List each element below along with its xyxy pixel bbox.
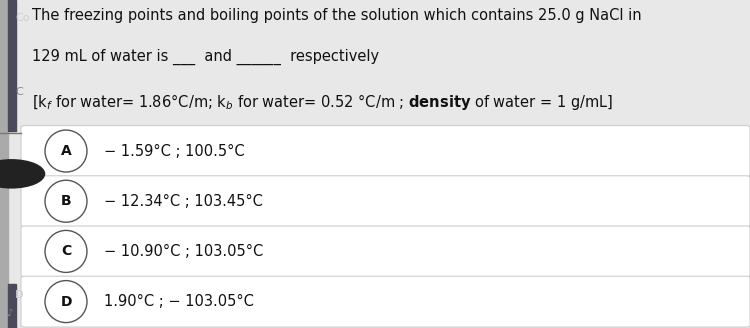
Ellipse shape — [45, 130, 87, 172]
Text: − 10.90°C ; 103.05°C: − 10.90°C ; 103.05°C — [104, 244, 262, 259]
Ellipse shape — [45, 280, 87, 323]
Text: [k$_f$ for water= 1.86°C/m; k$_b$ for water= 0.52 °C/m ; $\mathbf{density}$ of w: [k$_f$ for water= 1.86°C/m; k$_b$ for wa… — [32, 92, 613, 112]
Text: 129 mL of water is ___  and ______  respectively: 129 mL of water is ___ and ______ respec… — [32, 49, 380, 65]
Text: A: A — [61, 144, 71, 158]
Text: C: C — [61, 244, 71, 258]
FancyBboxPatch shape — [21, 176, 750, 227]
Text: B: B — [61, 194, 71, 208]
Text: − 1.59°C ; 100.5°C: − 1.59°C ; 100.5°C — [104, 144, 244, 158]
Text: C: C — [15, 87, 22, 97]
Bar — [8, 284, 16, 328]
Bar — [25, 0, 750, 125]
FancyBboxPatch shape — [21, 276, 750, 327]
FancyBboxPatch shape — [21, 226, 750, 277]
Text: 1.90°C ; − 103.05°C: 1.90°C ; − 103.05°C — [104, 294, 254, 309]
Bar — [0, 0, 8, 328]
Circle shape — [0, 159, 45, 189]
Text: The freezing points and boiling points of the solution which contains 25.0 g NaC: The freezing points and boiling points o… — [32, 8, 642, 23]
Text: Co: Co — [15, 13, 29, 23]
Text: ♪: ♪ — [6, 308, 13, 318]
Text: D: D — [60, 295, 72, 309]
Text: D: D — [15, 290, 23, 300]
Text: − 12.34°C ; 103.45°C: − 12.34°C ; 103.45°C — [104, 194, 262, 209]
Bar — [8, 0, 16, 131]
Ellipse shape — [45, 180, 87, 222]
FancyBboxPatch shape — [21, 126, 750, 176]
Ellipse shape — [45, 230, 87, 273]
